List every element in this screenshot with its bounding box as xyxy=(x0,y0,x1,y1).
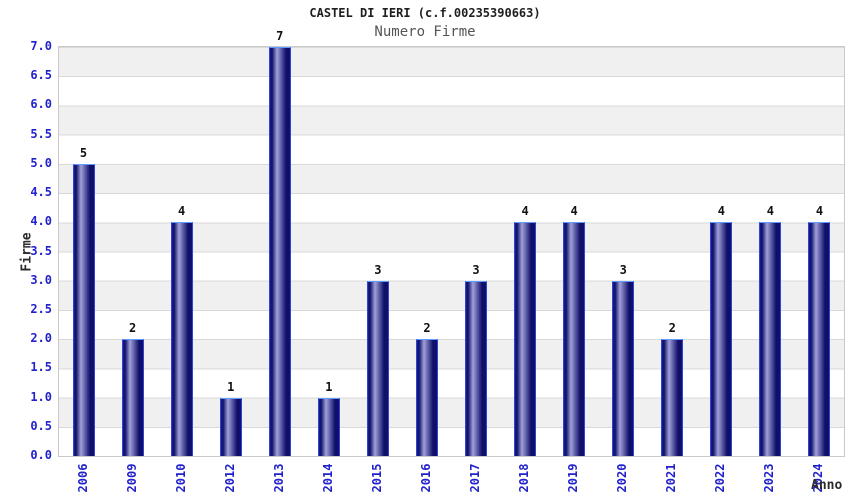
bar-slot: 4 xyxy=(697,47,746,456)
bar-slot: 4 xyxy=(157,47,206,456)
chart-subtitle: Numero Firme xyxy=(374,24,476,40)
bar-value-label: 4 xyxy=(717,204,725,219)
bar xyxy=(366,280,389,456)
y-tick-label: 4.5 xyxy=(30,185,52,200)
x-tick-label: 2015 xyxy=(369,463,384,493)
x-axis-title: Anno xyxy=(811,478,843,493)
bar xyxy=(514,222,537,456)
bar xyxy=(121,339,144,456)
bar xyxy=(268,47,291,456)
bar-value-label: 2 xyxy=(423,321,431,336)
bar-slot: 2 xyxy=(648,47,697,456)
bar-slot: 4 xyxy=(795,47,844,456)
x-tick-label: 2020 xyxy=(615,463,630,493)
bar xyxy=(710,222,733,456)
bar-slot: 1 xyxy=(206,47,255,456)
y-axis-title: Firme xyxy=(19,232,35,272)
bar-value-label: 4 xyxy=(570,204,578,219)
bar-slot: 5 xyxy=(59,47,108,456)
bar xyxy=(759,222,782,456)
y-tick-label: 6.0 xyxy=(30,97,52,112)
bar-value-label: 4 xyxy=(178,204,186,219)
bar-value-label: 1 xyxy=(227,379,235,394)
y-tick-label: 4.0 xyxy=(30,214,52,229)
bar-slot: 7 xyxy=(255,29,304,456)
bar xyxy=(612,280,635,456)
y-tick-label: 5.5 xyxy=(30,126,52,141)
bar xyxy=(808,222,831,456)
bar-slot: 4 xyxy=(550,47,599,456)
bar-value-label: 3 xyxy=(472,262,480,277)
y-tick-label: 7.0 xyxy=(30,39,52,53)
bar-value-label: 4 xyxy=(815,204,824,219)
x-tick-label: 2010 xyxy=(173,463,188,493)
y-tick-label: 2.0 xyxy=(30,331,52,346)
x-tick-label: 2016 xyxy=(418,463,433,493)
x-tick-label: 2012 xyxy=(222,463,237,493)
bar xyxy=(72,163,95,456)
y-tick-label: 2.5 xyxy=(30,301,52,316)
bar xyxy=(170,222,193,456)
bar-value-label: 4 xyxy=(766,204,775,219)
x-tick-label: 2018 xyxy=(517,463,532,493)
chart-title: CASTEL DI IERI (c.f.00235390663) xyxy=(309,6,541,20)
bar xyxy=(317,397,340,456)
x-tick-label: 2017 xyxy=(468,463,483,493)
x-tick-label: 2014 xyxy=(320,463,335,493)
bar-value-label: 5 xyxy=(79,145,88,160)
y-tick-label: 3.5 xyxy=(30,243,52,258)
x-tick-label: 2009 xyxy=(124,463,139,493)
bar-value-label: 7 xyxy=(276,29,284,43)
bar-slot: 1 xyxy=(304,47,353,456)
y-tick-label: 3.0 xyxy=(30,272,52,287)
bar-value-label: 2 xyxy=(668,321,676,336)
bar xyxy=(415,339,438,456)
bar-slot: 4 xyxy=(501,47,550,456)
x-axis-labels: 2006 2009 2010 2012 2013 2014 2015 2016 2017 2018… xyxy=(58,455,843,500)
x-tick-label: 2019 xyxy=(566,463,581,493)
y-tick-label: 1.0 xyxy=(30,389,52,404)
x-tick-label: 2022 xyxy=(713,463,728,493)
x-tick-label: 2021 xyxy=(664,463,679,493)
bar-value-label: 3 xyxy=(374,262,382,277)
bar xyxy=(219,397,242,456)
bar-value-label: 1 xyxy=(325,379,333,394)
bar-value-label: 3 xyxy=(619,262,627,277)
bar-slot: 2 xyxy=(108,47,157,456)
y-tick-label: 1.5 xyxy=(30,360,52,375)
bar-slot: 3 xyxy=(599,47,648,456)
bar xyxy=(465,280,488,456)
bar-slot: 3 xyxy=(452,47,501,456)
bar-slot: 4 xyxy=(746,47,795,456)
bar xyxy=(661,339,684,456)
bar-value-label: 2 xyxy=(128,321,137,336)
y-axis-ticks: 0.0 0.5 1.0 1.5 2.0 2.5 3.0 3.5 4.0 4.5 5.0 5.5 6.0 6… xyxy=(0,0,52,500)
bar xyxy=(563,222,586,456)
y-tick-label: 6.5 xyxy=(30,68,52,83)
y-tick-label: 5.0 xyxy=(30,155,52,170)
x-tick-label: 2013 xyxy=(271,463,286,493)
y-tick-label: 0.0 xyxy=(30,448,52,462)
x-tick-label: 2023 xyxy=(762,463,777,493)
bar-slot: 3 xyxy=(353,47,402,456)
x-tick-label: 2006 xyxy=(75,463,90,493)
bar-slot: 2 xyxy=(402,47,451,456)
bar-value-label: 4 xyxy=(521,204,529,219)
y-tick-label: 0.5 xyxy=(30,418,52,433)
